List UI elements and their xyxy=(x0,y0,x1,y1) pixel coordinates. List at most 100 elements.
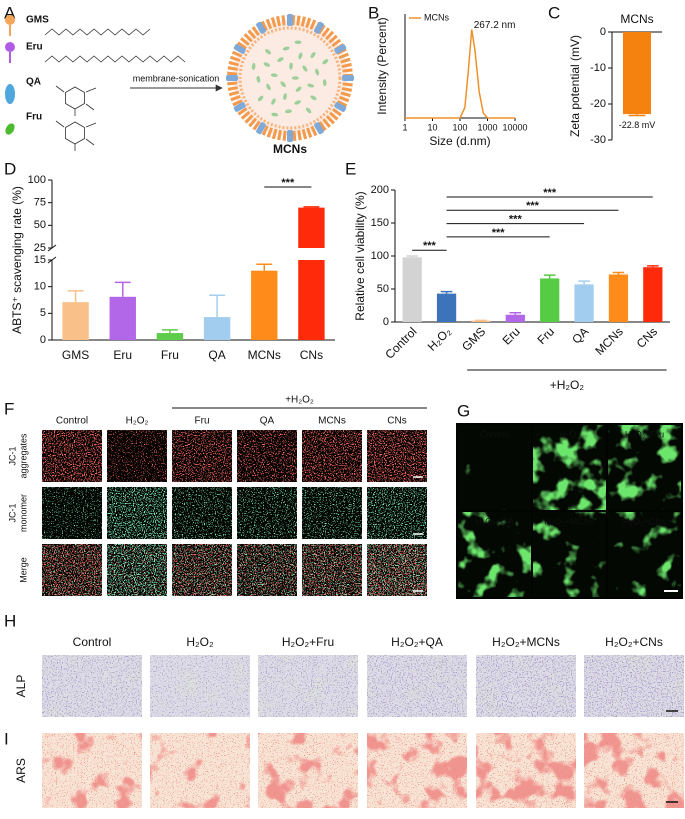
ars-stain-texture xyxy=(42,733,142,808)
x-tick-label: 10 xyxy=(427,122,437,132)
micrograph-texture xyxy=(172,430,232,482)
error-bar xyxy=(67,290,84,303)
group-label: +H₂O₂ xyxy=(550,378,585,392)
x-tick-label: Eru xyxy=(500,324,523,347)
column-label: MCNs xyxy=(318,416,346,427)
micrograph-texture xyxy=(172,544,232,596)
ars-stain-texture xyxy=(476,733,576,808)
bar xyxy=(436,293,457,322)
molecule xyxy=(55,120,65,128)
molecule xyxy=(44,28,151,36)
membrane-protein xyxy=(256,21,266,34)
error-bar xyxy=(161,329,178,334)
x-tick-label: QA xyxy=(569,324,591,346)
x-axis-title: Size (d.nm) xyxy=(429,134,490,148)
component-label: GMS xyxy=(26,15,49,26)
cargo xyxy=(305,107,312,114)
column-label: H₂O₂+Fru xyxy=(282,635,334,649)
panel-letter: B xyxy=(368,3,379,22)
cargo xyxy=(266,83,271,91)
micrograph-texture xyxy=(237,430,297,482)
x-tick-label: Fru xyxy=(534,324,557,347)
image-label: H₂O₂+Fru xyxy=(625,429,664,439)
membrane-protein xyxy=(342,75,354,81)
bar xyxy=(471,320,491,322)
bar xyxy=(298,207,325,340)
y-tick-label: -30 xyxy=(590,134,606,146)
cargo xyxy=(310,95,317,101)
cargo xyxy=(280,81,286,88)
y-tick-label: 150 xyxy=(371,217,389,229)
y-tick-label: 50 xyxy=(377,283,389,295)
y-tick-label: 0 xyxy=(40,334,46,346)
membrane-protein xyxy=(314,21,324,34)
bar xyxy=(109,296,136,340)
alp-stain-texture xyxy=(150,655,250,717)
cargo xyxy=(315,68,320,76)
y-axis-title: Relative cell viability (%) xyxy=(353,191,367,320)
component-label: Eru xyxy=(26,42,43,53)
component-label: QA xyxy=(26,77,41,88)
y-tick-label: 10 xyxy=(34,281,46,293)
x-tick-label: 100 xyxy=(452,122,467,132)
y-tick-label: -10 xyxy=(590,62,606,74)
y-tick-label: -20 xyxy=(590,98,606,110)
row-label: aggregates xyxy=(18,433,28,479)
component-icon xyxy=(5,123,15,135)
component-label: Fru xyxy=(26,112,42,123)
image-label: H₂O₂ xyxy=(559,429,580,439)
error-bar xyxy=(114,281,131,297)
bar xyxy=(251,270,278,340)
cargo xyxy=(265,49,271,55)
micrograph-texture xyxy=(107,544,167,596)
y-tick-label: 75 xyxy=(34,197,46,209)
component-icon xyxy=(5,84,15,104)
error-bar xyxy=(543,274,556,279)
column-label: Fru xyxy=(195,416,210,427)
panel-letter: G xyxy=(457,401,470,420)
cargo xyxy=(291,76,299,80)
row-label: JC-1 xyxy=(7,446,17,465)
y-tick-label: 100 xyxy=(28,174,46,186)
cargo xyxy=(294,40,302,45)
x-tick-label: 1000 xyxy=(477,122,497,132)
cargo xyxy=(283,93,287,101)
cargo xyxy=(271,112,279,117)
cargo xyxy=(294,100,301,105)
membrane-protein xyxy=(233,44,246,54)
chart-title: MCNs xyxy=(620,12,653,26)
membrane-protein xyxy=(287,130,293,142)
y-axis-title: Intensity (Percent) xyxy=(375,17,389,114)
alp-stain-texture xyxy=(584,655,684,717)
micrograph-texture xyxy=(302,430,362,482)
error-bar xyxy=(647,265,659,268)
process-label: membrane-sonication xyxy=(133,73,220,83)
panel-letter: I xyxy=(4,729,9,748)
bar xyxy=(62,302,89,340)
column-label: Control xyxy=(56,416,88,427)
column-label: H₂O₂ xyxy=(186,635,214,649)
bar xyxy=(574,284,594,322)
micrograph-texture xyxy=(42,544,102,596)
molecule xyxy=(85,122,97,128)
error-bar xyxy=(256,263,273,271)
value-label: -22.8 mV xyxy=(619,120,656,130)
line-series xyxy=(405,29,515,119)
x-tick-label: Eru xyxy=(113,348,132,362)
micrograph-texture xyxy=(237,544,297,596)
membrane-protein xyxy=(334,102,347,112)
alp-stain-texture xyxy=(258,655,358,717)
alp-stain-texture xyxy=(42,655,142,717)
y-tick-label: 0 xyxy=(600,26,606,38)
molecule xyxy=(44,55,186,63)
panel-letter: F xyxy=(4,399,14,418)
bar xyxy=(156,333,184,340)
row-label: JC-1 xyxy=(7,503,17,522)
y-axis-title: Zeta potential (mV) xyxy=(568,35,582,137)
x-tick-label: Fru xyxy=(161,348,179,362)
x-tick-label: CNs xyxy=(300,348,323,362)
group-label: +H₂O₂ xyxy=(285,395,314,406)
cargo xyxy=(263,62,271,67)
micrograph-texture xyxy=(302,487,362,539)
cargo xyxy=(257,95,264,102)
